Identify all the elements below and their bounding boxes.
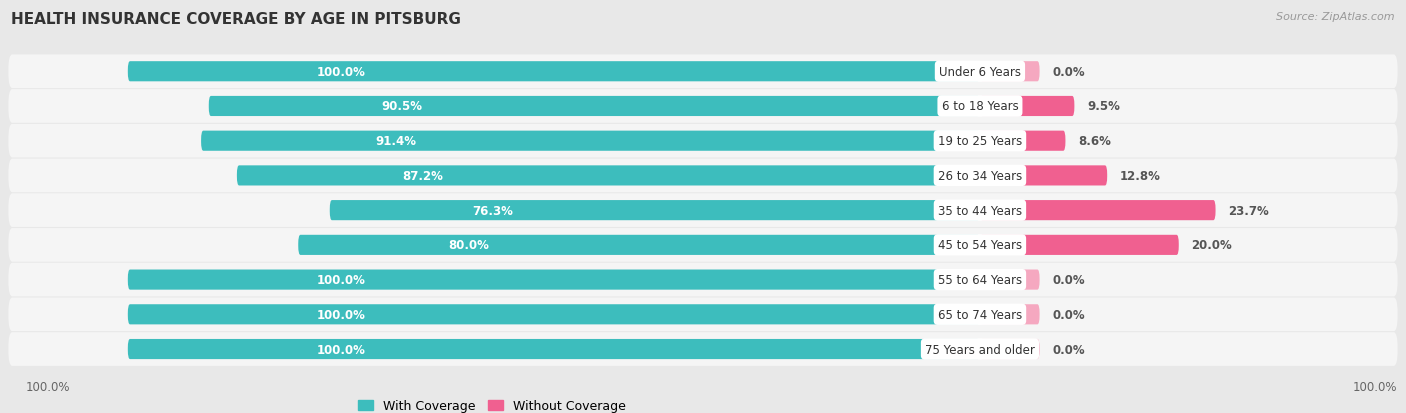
FancyBboxPatch shape: [8, 159, 1398, 193]
Text: 35 to 44 Years: 35 to 44 Years: [938, 204, 1022, 217]
Text: 19 to 25 Years: 19 to 25 Years: [938, 135, 1022, 148]
Text: 100.0%: 100.0%: [316, 308, 366, 321]
FancyBboxPatch shape: [208, 97, 980, 117]
Text: 100.0%: 100.0%: [316, 66, 366, 78]
FancyBboxPatch shape: [8, 125, 1398, 158]
FancyBboxPatch shape: [8, 263, 1398, 297]
FancyBboxPatch shape: [8, 90, 1398, 123]
FancyBboxPatch shape: [128, 270, 980, 290]
FancyBboxPatch shape: [128, 62, 980, 82]
Text: 0.0%: 0.0%: [1052, 343, 1085, 356]
FancyBboxPatch shape: [236, 166, 980, 186]
FancyBboxPatch shape: [980, 270, 1039, 290]
FancyBboxPatch shape: [980, 131, 1066, 152]
Text: 87.2%: 87.2%: [402, 169, 443, 183]
Text: 55 to 64 Years: 55 to 64 Years: [938, 273, 1022, 286]
Text: 45 to 54 Years: 45 to 54 Years: [938, 239, 1022, 252]
Text: 20.0%: 20.0%: [1191, 239, 1232, 252]
FancyBboxPatch shape: [8, 298, 1398, 331]
Text: 12.8%: 12.8%: [1121, 169, 1161, 183]
FancyBboxPatch shape: [980, 166, 1107, 186]
FancyBboxPatch shape: [980, 62, 1039, 82]
Text: 23.7%: 23.7%: [1229, 204, 1270, 217]
Text: 0.0%: 0.0%: [1052, 273, 1085, 286]
FancyBboxPatch shape: [980, 339, 1039, 359]
Legend: With Coverage, Without Coverage: With Coverage, Without Coverage: [353, 394, 631, 413]
FancyBboxPatch shape: [980, 304, 1039, 325]
Text: 100.0%: 100.0%: [316, 343, 366, 356]
Text: 0.0%: 0.0%: [1052, 66, 1085, 78]
Text: 6 to 18 Years: 6 to 18 Years: [942, 100, 1018, 113]
Text: 100.0%: 100.0%: [316, 273, 366, 286]
Text: 100.0%: 100.0%: [1353, 380, 1398, 393]
FancyBboxPatch shape: [8, 194, 1398, 228]
Text: 65 to 74 Years: 65 to 74 Years: [938, 308, 1022, 321]
Text: 76.3%: 76.3%: [472, 204, 513, 217]
Text: HEALTH INSURANCE COVERAGE BY AGE IN PITSBURG: HEALTH INSURANCE COVERAGE BY AGE IN PITS…: [11, 12, 461, 27]
Text: 26 to 34 Years: 26 to 34 Years: [938, 169, 1022, 183]
Text: Under 6 Years: Under 6 Years: [939, 66, 1021, 78]
FancyBboxPatch shape: [201, 131, 980, 152]
FancyBboxPatch shape: [980, 97, 1074, 117]
Text: 8.6%: 8.6%: [1078, 135, 1111, 148]
FancyBboxPatch shape: [980, 235, 1178, 255]
FancyBboxPatch shape: [8, 228, 1398, 262]
Text: 91.4%: 91.4%: [375, 135, 416, 148]
FancyBboxPatch shape: [298, 235, 980, 255]
Text: 100.0%: 100.0%: [25, 380, 70, 393]
FancyBboxPatch shape: [980, 201, 1216, 221]
FancyBboxPatch shape: [8, 332, 1398, 366]
Text: 90.5%: 90.5%: [381, 100, 422, 113]
Text: 80.0%: 80.0%: [449, 239, 489, 252]
Text: 0.0%: 0.0%: [1052, 308, 1085, 321]
FancyBboxPatch shape: [8, 55, 1398, 89]
FancyBboxPatch shape: [128, 304, 980, 325]
FancyBboxPatch shape: [128, 339, 980, 359]
FancyBboxPatch shape: [330, 201, 980, 221]
Text: Source: ZipAtlas.com: Source: ZipAtlas.com: [1277, 12, 1395, 22]
Text: 75 Years and older: 75 Years and older: [925, 343, 1035, 356]
Text: 9.5%: 9.5%: [1087, 100, 1121, 113]
